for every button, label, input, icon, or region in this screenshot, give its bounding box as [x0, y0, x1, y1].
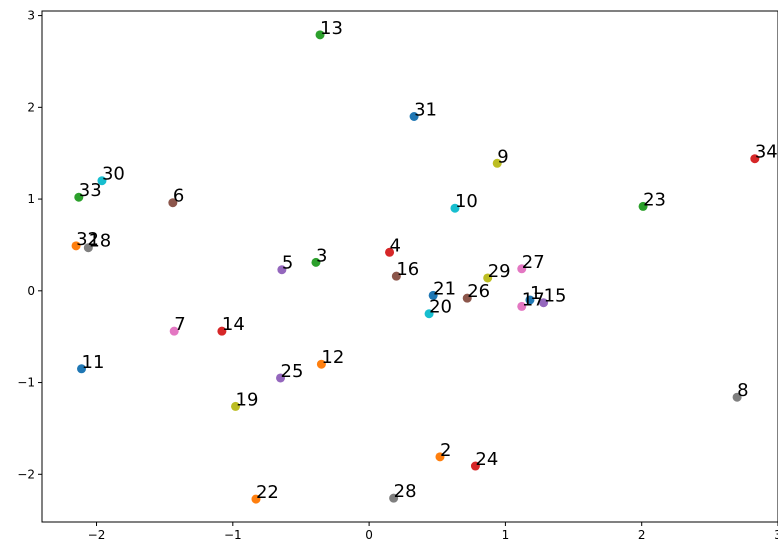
point-label-12: 12: [321, 347, 344, 368]
point-label-7: 7: [174, 314, 185, 335]
point-label-14: 14: [222, 314, 245, 335]
point-label-17: 17: [522, 289, 545, 310]
x-tick-label: 2: [638, 528, 646, 542]
point-label-30: 30: [102, 164, 125, 185]
y-tick-label: 3: [27, 9, 35, 23]
point-label-8: 8: [737, 380, 748, 401]
point-label-4: 4: [390, 235, 401, 256]
point-label-25: 25: [281, 361, 304, 382]
x-tick-label: 1: [502, 528, 510, 542]
x-tick-label: −2: [88, 528, 106, 542]
y-tick-label: 2: [27, 100, 35, 114]
point-label-28: 28: [394, 481, 417, 502]
point-label-3: 3: [316, 245, 327, 266]
point-label-24: 24: [475, 449, 498, 470]
y-tick-label: 0: [27, 284, 35, 298]
x-tick-label: 3: [774, 528, 778, 542]
point-label-32: 32: [76, 229, 99, 250]
x-axis-ticks: −2 −1 0 1 2 3: [88, 522, 778, 542]
point-label-9: 9: [497, 146, 508, 167]
point-label-15: 15: [544, 286, 567, 307]
point-label-22: 22: [256, 482, 279, 503]
point-label-27: 27: [522, 252, 545, 273]
y-axis-ticks: −2 −1 0 1 2 3: [17, 9, 42, 482]
point-label-33: 33: [79, 180, 102, 201]
point-label-23: 23: [643, 189, 666, 210]
point-label-34: 34: [755, 142, 778, 163]
point-label-2: 2: [440, 440, 451, 461]
point-label-29: 29: [488, 261, 511, 282]
y-tick-label: −2: [17, 467, 35, 481]
y-tick-label: −1: [17, 376, 35, 390]
point-label-20: 20: [429, 297, 452, 318]
point-label-5: 5: [282, 253, 293, 274]
x-tick-label: −1: [224, 528, 242, 542]
point-label-16: 16: [396, 259, 419, 280]
point-label-19: 19: [236, 389, 259, 410]
point-label-13: 13: [320, 18, 343, 39]
point-label-31: 31: [414, 100, 437, 121]
point-label-26: 26: [467, 281, 490, 302]
x-tick-label: 0: [365, 528, 373, 542]
point-label-21: 21: [433, 278, 456, 299]
point-label-6: 6: [173, 186, 184, 207]
point-label-10: 10: [455, 191, 478, 212]
y-tick-label: 1: [27, 192, 35, 206]
point-label-11: 11: [82, 352, 105, 373]
